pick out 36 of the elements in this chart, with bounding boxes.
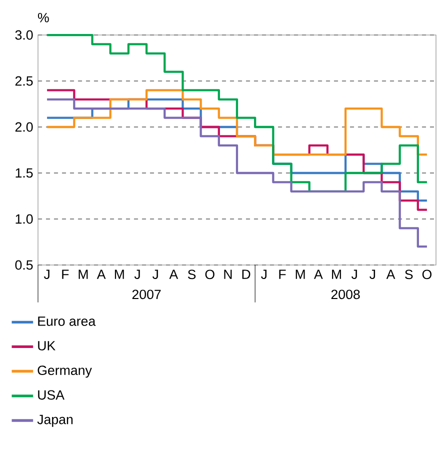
y-axis-title: % — [38, 12, 49, 22]
y-tick-label: 3.0 — [15, 30, 33, 40]
x-tick-label: D — [242, 270, 250, 279]
x-tick-label: A — [169, 270, 178, 279]
x-tick-label: S — [404, 270, 412, 280]
x-tick-label: M — [296, 270, 305, 279]
text: 2007 — [132, 290, 160, 300]
x-tick-label: M — [114, 270, 124, 279]
x-tick-label: J — [351, 270, 357, 280]
x-tick-label: A — [96, 270, 106, 279]
legend-label: Germany — [38, 366, 92, 378]
legend-label: UK — [38, 341, 56, 350]
x-tick-label: J — [44, 270, 50, 280]
y-tick-label: 1.0 — [16, 214, 33, 224]
x-tick-label: S — [188, 270, 196, 280]
legend-label: USA — [38, 390, 64, 400]
x-tick-label: J — [134, 270, 140, 280]
x-tick-label: J — [152, 270, 158, 280]
x-tick-label: M — [78, 270, 88, 279]
x-tick-label: A — [314, 270, 323, 279]
x-tick-label: O — [422, 270, 432, 280]
legend-label: Euro area — [38, 316, 96, 326]
x-tick-label: M — [332, 270, 341, 279]
x-tick-label: F — [62, 270, 68, 279]
x-tick-label: F — [279, 270, 286, 279]
y-tick-label: 2.5 — [15, 76, 33, 86]
y-tick-label: 2.0 — [15, 122, 33, 132]
x-tick-label: J — [369, 270, 375, 280]
x-tick-label: J — [260, 270, 266, 280]
legend-label: Japan — [37, 414, 72, 427]
y-tick-label: 1.5 — [16, 168, 33, 178]
x-tick-label: O — [205, 270, 214, 280]
x-tick-label: A — [386, 270, 395, 279]
text: 2008 — [331, 290, 360, 300]
x-tick-label: N — [224, 270, 232, 279]
y-tick-label: 0.5 — [15, 260, 33, 270]
